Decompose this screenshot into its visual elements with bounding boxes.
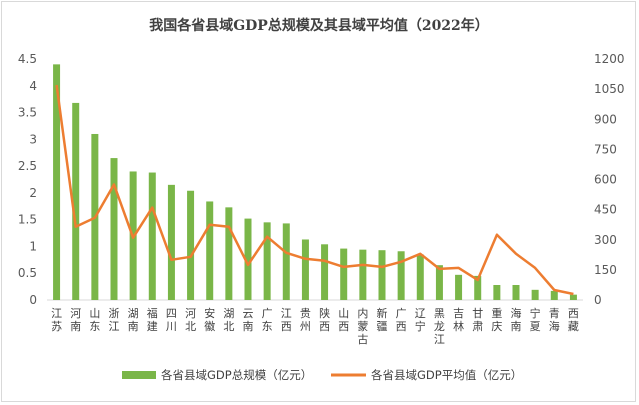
category-label: 湖南 <box>128 307 139 333</box>
category-label: 新疆 <box>377 306 388 333</box>
bar-广西 <box>397 251 405 300</box>
category-label: 浙江 <box>109 307 120 333</box>
bar-江西 <box>282 223 290 300</box>
category-label: 江西 <box>281 307 292 333</box>
bar-青海 <box>550 290 558 300</box>
category-label: 吉林 <box>453 307 464 333</box>
bar-湖北 <box>225 207 233 300</box>
left-tick-label: 2 <box>29 186 37 200</box>
left-tick-label: 3 <box>29 132 37 146</box>
bar-河北 <box>187 190 195 300</box>
category-label: 陕西 <box>319 306 330 333</box>
left-tick-label: 0.5 <box>18 266 37 280</box>
bar-重庆 <box>493 285 501 300</box>
category-label: 福建 <box>147 306 158 333</box>
bar-贵州 <box>301 239 309 300</box>
chart-title: 我国各省县域GDP总规模及其县域平均值（2022年） <box>149 17 489 34</box>
left-tick-label: 0 <box>29 293 37 307</box>
right-tick-label: 600 <box>594 173 617 187</box>
bar-陕西 <box>321 244 329 300</box>
category-label: 广西 <box>396 307 407 333</box>
category-label: 安徽 <box>204 306 215 333</box>
right-tick-label: 900 <box>594 112 617 126</box>
bar-山西 <box>340 248 348 300</box>
bar-内蒙古 <box>359 249 367 300</box>
left-tick-label: 2.5 <box>18 159 37 173</box>
category-label: 辽宁 <box>415 307 426 333</box>
bar-宁夏 <box>531 289 539 300</box>
category-label: 江苏 <box>51 307 62 333</box>
right-tick-label: 750 <box>594 142 617 156</box>
bar-海南 <box>512 285 520 300</box>
bar-广东 <box>263 222 271 300</box>
category-label: 四川 <box>166 307 177 333</box>
right-tick-label: 1050 <box>594 82 625 96</box>
category-label: 湖北 <box>223 307 234 333</box>
left-tick-label: 1 <box>29 239 37 253</box>
category-label: 青海 <box>549 307 560 333</box>
right-axis: 0 150 300 450 600 750 900 1050 1200 <box>594 52 625 307</box>
category-label: 西藏 <box>568 307 579 333</box>
bar-浙江 <box>110 158 118 300</box>
legend-line-label: 各省县域GDP平均值（亿元） <box>371 368 522 382</box>
bar-福建 <box>148 172 156 300</box>
category-label: 重庆 <box>491 306 502 333</box>
category-label: 山东 <box>89 307 100 333</box>
bar-河南 <box>72 102 80 300</box>
bar-黑龙江 <box>435 265 443 300</box>
right-tick-label: 300 <box>594 233 617 247</box>
category-label: 海南 <box>511 306 522 333</box>
category-label: 甘肃 <box>472 307 483 333</box>
category-label: 宁夏 <box>530 306 541 333</box>
right-tick-label: 0 <box>594 293 602 307</box>
category-label: 内蒙古 <box>357 306 368 346</box>
category-label: 河南 <box>70 307 81 333</box>
category-label: 山西 <box>338 307 349 333</box>
category-label: 广东 <box>262 307 273 333</box>
bar-西藏 <box>569 294 577 300</box>
legend: 各省县域GDP总规模（亿元） 各省县域GDP平均值（亿元） <box>122 368 522 382</box>
bar-辽宁 <box>416 254 424 300</box>
average-line-series <box>55 84 574 296</box>
bar-吉林 <box>455 274 463 300</box>
left-tick-label: 4 <box>29 79 37 93</box>
legend-bar-label: 各省县域GDP总规模（亿元） <box>161 368 312 382</box>
right-tick-label: 1200 <box>594 52 625 66</box>
category-label: 河北 <box>185 307 196 333</box>
category-label: 黑龙江 <box>434 307 445 346</box>
bar-甘肃 <box>474 275 482 300</box>
bar-云南 <box>244 218 252 300</box>
bar-series <box>53 64 577 300</box>
right-tick-label: 150 <box>594 263 617 277</box>
category-label: 云南 <box>243 307 254 333</box>
bar-新疆 <box>378 250 386 300</box>
bar-四川 <box>167 184 175 300</box>
bar-江苏 <box>53 64 61 300</box>
category-labels: 江苏河南山东浙江湖南福建四川河北安徽湖北云南广东江西贵州陕西山西内蒙古新疆广西辽… <box>51 306 579 346</box>
legend-bar-swatch <box>122 371 156 379</box>
category-label: 贵州 <box>300 307 311 333</box>
bar-安徽 <box>206 201 214 300</box>
right-tick-label: 450 <box>594 203 617 217</box>
left-tick-label: 1.5 <box>18 213 37 227</box>
left-tick-label: 4.5 <box>18 52 37 66</box>
left-axis: 0 0.5 1 1.5 2 2.5 3 3.5 4 4.5 <box>18 52 37 307</box>
left-tick-label: 3.5 <box>18 106 37 120</box>
